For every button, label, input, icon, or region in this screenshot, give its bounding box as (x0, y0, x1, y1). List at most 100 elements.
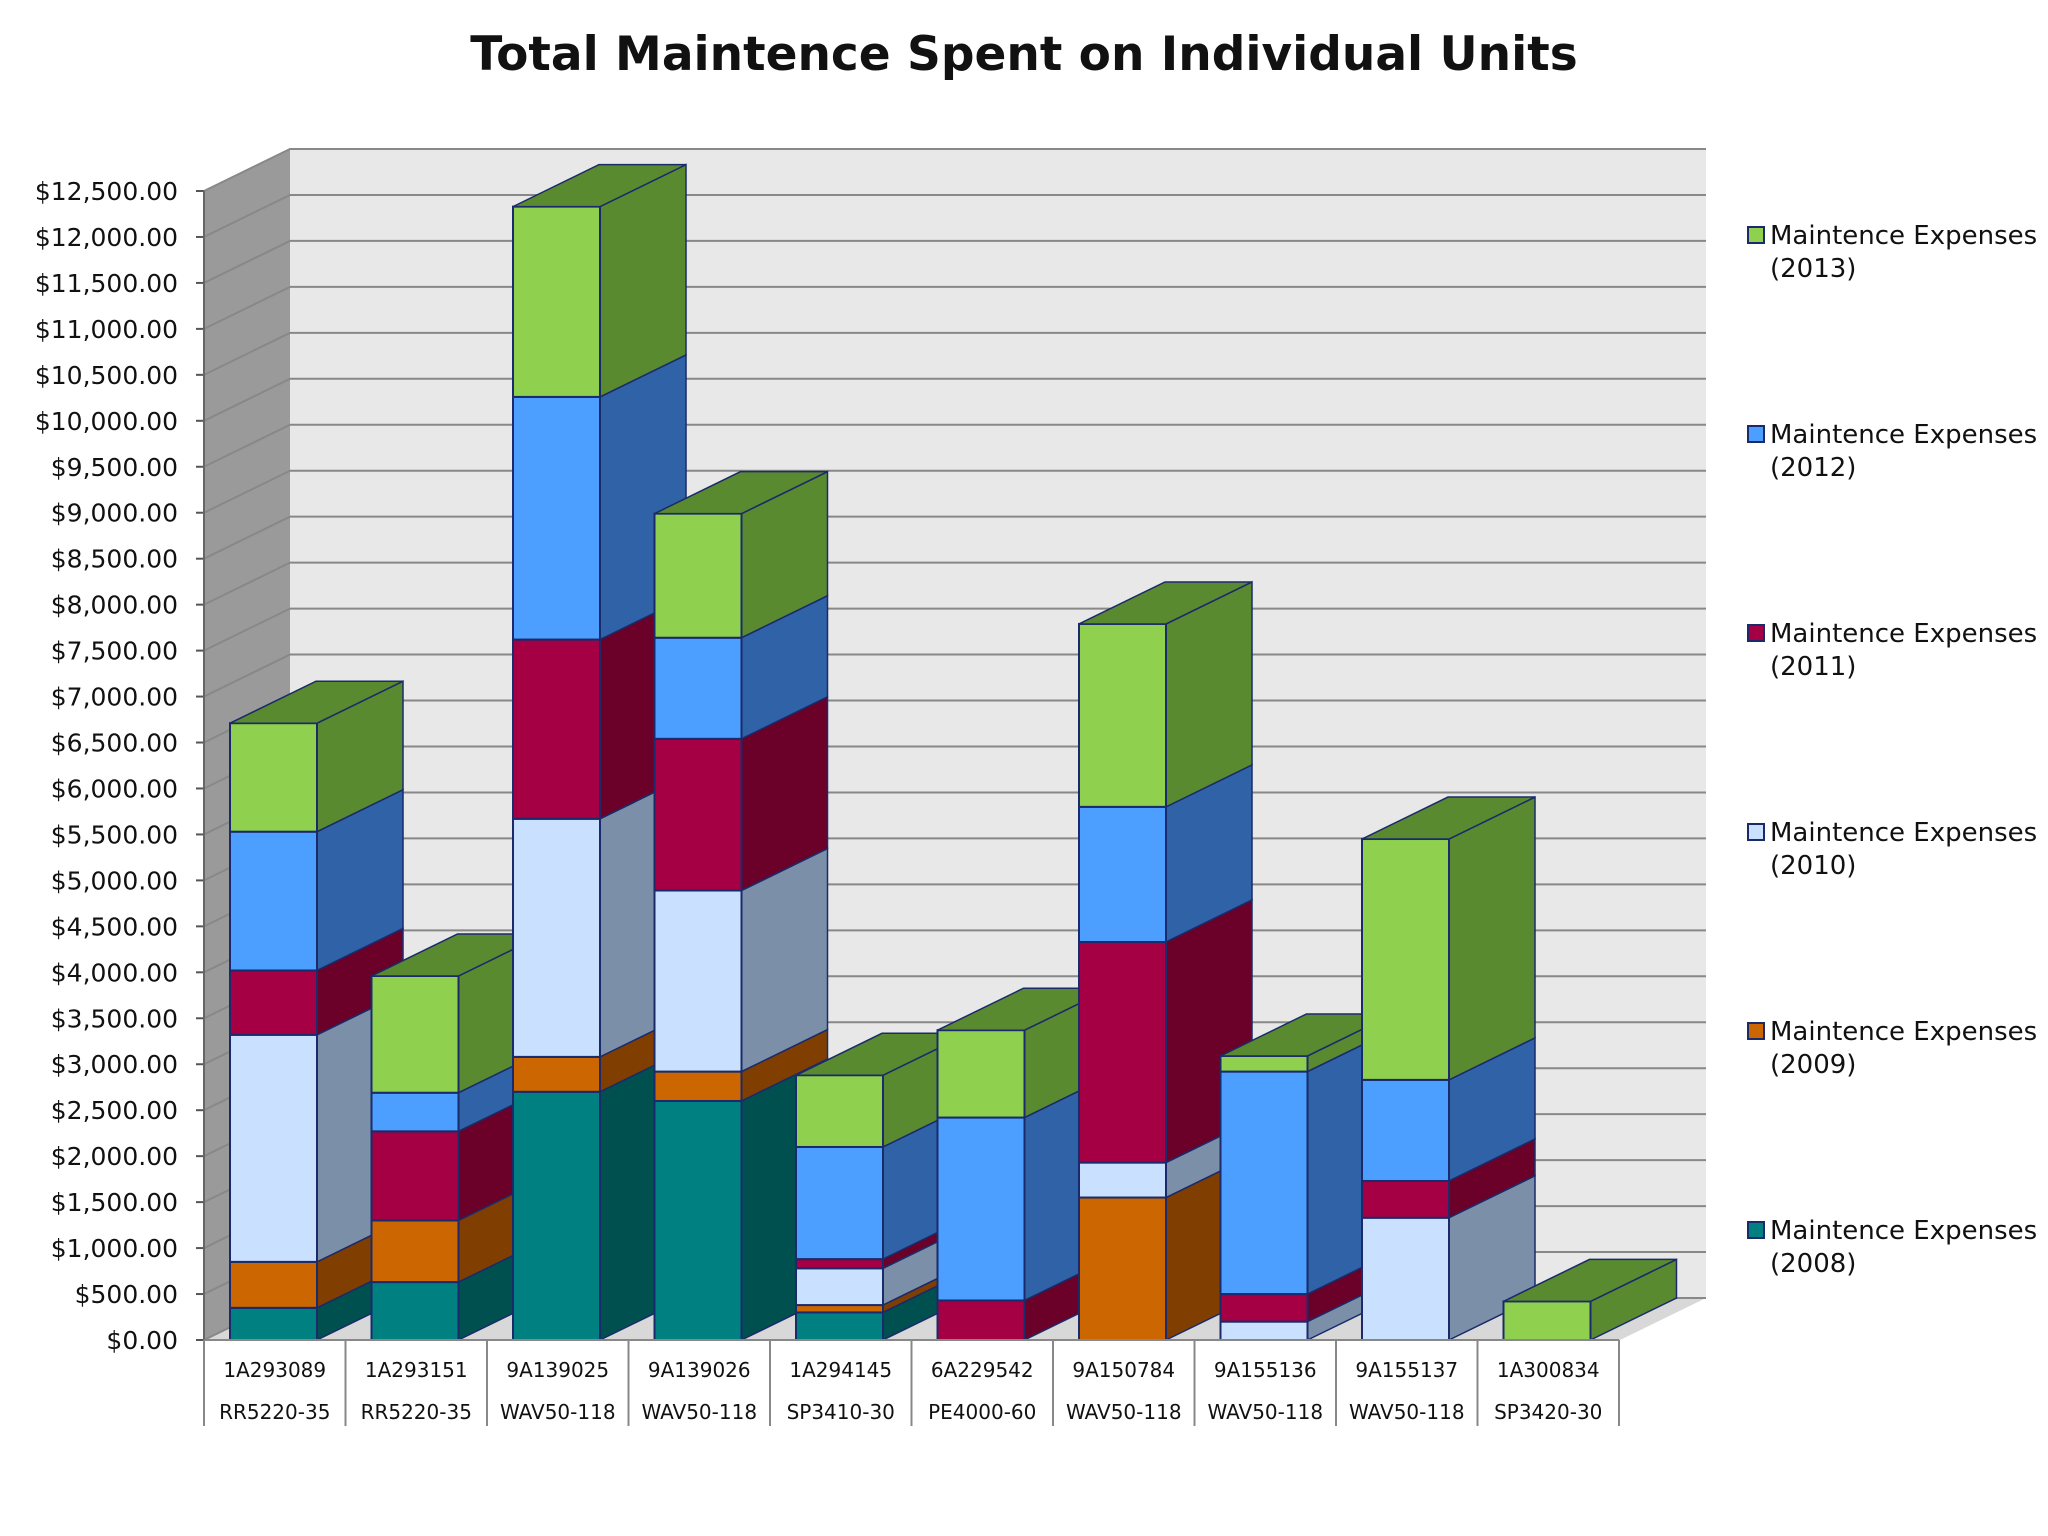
bar-front-face (229, 722, 318, 833)
legend-item: Maintence Expenses(2010) (1747, 818, 2037, 881)
bar-front-face (653, 512, 743, 639)
bar-front-face (1078, 940, 1167, 1164)
legend-swatch (1747, 823, 1765, 841)
bar-front-face (1361, 838, 1450, 1081)
bar-front-face (229, 1306, 318, 1342)
legend-item: Maintence Expenses(2012) (1747, 420, 2037, 483)
legend-label: Maintence Expenses (1770, 619, 2037, 649)
y-tick-label: $8,500.00 (51, 545, 178, 574)
bar-front-face (1078, 1196, 1167, 1342)
legend-label: (2008) (1770, 1249, 1856, 1279)
legend-item: Maintence Expenses(2009) (1747, 1017, 2037, 1080)
bar-segment (1078, 763, 1253, 944)
y-tick-label: $3,500.00 (51, 1004, 178, 1033)
x-tick-model: RR5220-35 (361, 1400, 472, 1424)
bar-front-face (370, 974, 460, 1094)
y-tick-label: $4,500.00 (51, 912, 178, 941)
x-axis-table: 1A293089 RR5220-35 1A293151 RR5220-35 9A1390… (203, 1339, 1620, 1426)
bar-front-face (936, 1116, 1026, 1302)
x-tick-model: WAV50-118 (1349, 1400, 1465, 1424)
x-tick-serial: 9A155136 (1214, 1358, 1317, 1382)
bar-stack-9a139026 (653, 470, 829, 1342)
bar-front-face (653, 1100, 743, 1342)
x-tick-serial: 1A293089 (223, 1358, 326, 1382)
bar-segment (653, 1028, 829, 1103)
gridline (203, 561, 1706, 606)
y-tick-label: $500.00 (75, 1280, 178, 1309)
bar-segment (229, 680, 404, 833)
gridline (203, 193, 1706, 238)
bar-front-face (1361, 1179, 1450, 1219)
bar-front-face (1078, 805, 1167, 943)
bar-front-face (229, 830, 318, 972)
bar-front-face (370, 1130, 460, 1222)
y-tick-label: $8,000.00 (51, 591, 178, 620)
y-axis-ticks: $0.00 $500.00 $1,000.00 $1,500.00 $2,000.00 $… (35, 177, 205, 1355)
bar-front-face (653, 889, 743, 1073)
bar-front-face (653, 737, 743, 892)
y-tick-label: $11,000.00 (35, 315, 178, 344)
legend-label: (2010) (1770, 851, 1856, 881)
y-tick-label: $9,000.00 (51, 499, 178, 528)
chart-title: Total Maintence Spent on Individual Unit… (470, 27, 1577, 82)
y-tick-label: $4,000.00 (51, 958, 178, 987)
x-tick-serial: 1A300834 (1497, 1358, 1600, 1382)
y-tick-label: $5,500.00 (51, 820, 178, 849)
bar-segment (653, 594, 829, 741)
legend-item: Maintence Expenses(2013) (1747, 221, 2037, 284)
gridline (203, 423, 1706, 468)
bar-front-face (795, 1258, 884, 1270)
bar-segment (1361, 1036, 1536, 1183)
bar-front-face (370, 1219, 460, 1284)
bar-segment (653, 695, 829, 892)
bar-front-face (936, 1029, 1026, 1119)
bar-front-face (1219, 1293, 1309, 1323)
bar-front-face (653, 636, 743, 740)
bar-top-face (512, 163, 687, 208)
y-tick-label: $9,500.00 (51, 453, 178, 482)
y-tick-label: $2,500.00 (51, 1096, 178, 1125)
legend-label: Maintence Expenses (1770, 221, 2037, 251)
legend-swatch (1747, 226, 1765, 244)
y-tick-label: $6,000.00 (51, 774, 178, 803)
legend-item: Maintence Expenses(2008) (1747, 1216, 2037, 1279)
legend-label: (2013) (1770, 254, 1856, 284)
gridline (203, 469, 1706, 514)
bar-front-face (370, 1281, 460, 1342)
y-tick-label: $10,000.00 (35, 407, 178, 436)
bar-top-face (1078, 581, 1253, 625)
x-tick-model: WAV50-118 (641, 1400, 757, 1424)
x-tick-serial: 9A139026 (648, 1358, 751, 1382)
bar-front-face (1361, 1216, 1450, 1342)
bar-front-face (1219, 1070, 1309, 1296)
bar-segment (653, 847, 829, 1073)
y-tick-label: $10,500.00 (35, 361, 178, 390)
bar-front-face (512, 205, 601, 398)
legend-swatch (1747, 624, 1765, 642)
legend-label: Maintence Expenses (1770, 1216, 2037, 1246)
bar-stack-1a300834 (1502, 1258, 1678, 1342)
bar-front-face (1078, 622, 1167, 808)
legend-label: Maintence Expenses (1770, 1017, 2037, 1047)
bar-segment (1078, 580, 1253, 809)
y-tick-label: $1,000.00 (51, 1234, 178, 1263)
legend: Maintence Expenses(2013)Maintence Expens… (1747, 221, 2037, 1279)
bar-stack-9a155137 (1361, 795, 1536, 1342)
bar-front-face (795, 1304, 884, 1314)
bar-front-face (1219, 1320, 1309, 1341)
bar-stack-1a294145 (795, 1032, 970, 1342)
bar-front-face (795, 1267, 884, 1307)
bar-front-face (512, 395, 601, 641)
bar-stack-9a139025 (512, 163, 687, 1342)
y-tick-label: $6,500.00 (51, 729, 178, 758)
x-tick-model: RR5220-35 (219, 1400, 330, 1424)
bar-front-face (512, 817, 601, 1058)
gridline (203, 285, 1706, 330)
legend-label: Maintence Expenses (1770, 818, 2037, 848)
bar-front-face (1361, 1078, 1450, 1182)
legend-swatch (1747, 1221, 1765, 1239)
y-tick-label: $12,500.00 (35, 177, 178, 206)
x-tick-serial: 6A229542 (931, 1358, 1034, 1382)
legend-item: Maintence Expenses(2011) (1747, 619, 2037, 682)
